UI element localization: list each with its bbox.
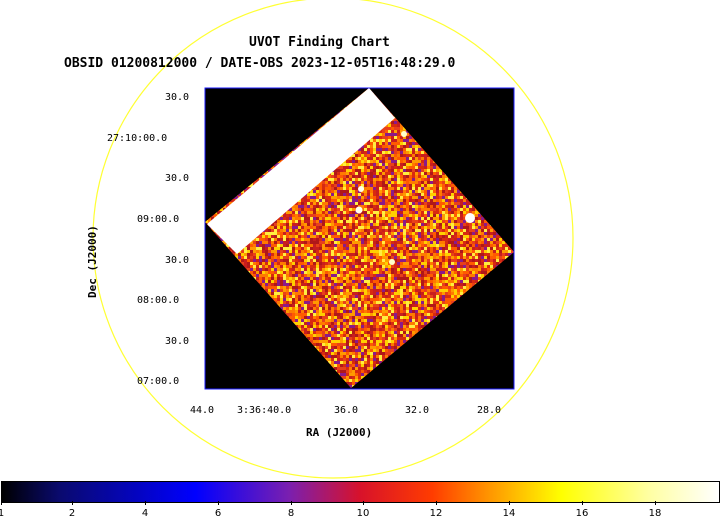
ra-tick-label: 3:36:40.0 bbox=[237, 405, 292, 416]
field-circle bbox=[92, 0, 574, 479]
ra-tick-label: 28.0 bbox=[477, 405, 502, 416]
dec-tick-label: 30.0 bbox=[165, 336, 190, 347]
colorbar bbox=[1, 481, 720, 503]
colorbar-tick bbox=[72, 501, 73, 505]
colorbar-tick-label: 12 bbox=[429, 508, 443, 519]
colorbar-tick-label: 16 bbox=[575, 508, 589, 519]
white-edge-band bbox=[207, 88, 395, 254]
colorbar-tick-label: 10 bbox=[356, 508, 370, 519]
bright-source bbox=[465, 213, 475, 223]
dec-tick-label: 08:00.0 bbox=[137, 295, 180, 306]
colorbar-tick bbox=[218, 501, 219, 505]
dec-tick-label: 09:00.0 bbox=[137, 214, 180, 225]
bright-source bbox=[389, 259, 395, 265]
dec-tick-label: 30.0 bbox=[165, 173, 190, 184]
colorbar-tick bbox=[1, 501, 2, 505]
colorbar-tick-label: 1 bbox=[0, 508, 5, 519]
colorbar-tick-label: 8 bbox=[287, 508, 295, 519]
chart-subtitle: OBSID 01200812000 / DATE-OBS 2023-12-05T… bbox=[64, 56, 456, 71]
bright-source bbox=[355, 206, 363, 214]
colorbar-tick-label: 4 bbox=[141, 508, 149, 519]
chart-title: UVOT Finding Chart bbox=[249, 35, 390, 50]
colorbar-tick-label: 2 bbox=[68, 508, 76, 519]
image-frame bbox=[204, 87, 515, 390]
colorbar-tick bbox=[145, 501, 146, 505]
colorbar-tick bbox=[436, 501, 437, 505]
dec-tick-label: 07:00.0 bbox=[137, 376, 180, 387]
colorbar-tick bbox=[655, 501, 656, 505]
dec-tick-label: 27:10:00.0 bbox=[107, 133, 168, 144]
colorbar-tick bbox=[363, 501, 364, 505]
colorbar-tick bbox=[582, 501, 583, 505]
dec-tick-label: 30.0 bbox=[165, 255, 190, 266]
colorbar-tick-label: 6 bbox=[214, 508, 222, 519]
bright-source bbox=[401, 131, 407, 137]
colorbar-tick bbox=[291, 501, 292, 505]
x-axis-label: RA (J2000) bbox=[306, 426, 373, 439]
colorbar-tick bbox=[509, 501, 510, 505]
dec-tick-label: 30.0 bbox=[165, 92, 190, 103]
y-axis-label: Dec (J2000) bbox=[86, 225, 99, 298]
ra-tick-label: 44.0 bbox=[190, 405, 215, 416]
ra-tick-label: 32.0 bbox=[405, 405, 430, 416]
bright-source bbox=[358, 186, 364, 192]
ra-tick-label: 36.0 bbox=[334, 405, 359, 416]
colorbar-tick-label: 18 bbox=[648, 508, 662, 519]
colorbar-tick-label: 14 bbox=[502, 508, 516, 519]
